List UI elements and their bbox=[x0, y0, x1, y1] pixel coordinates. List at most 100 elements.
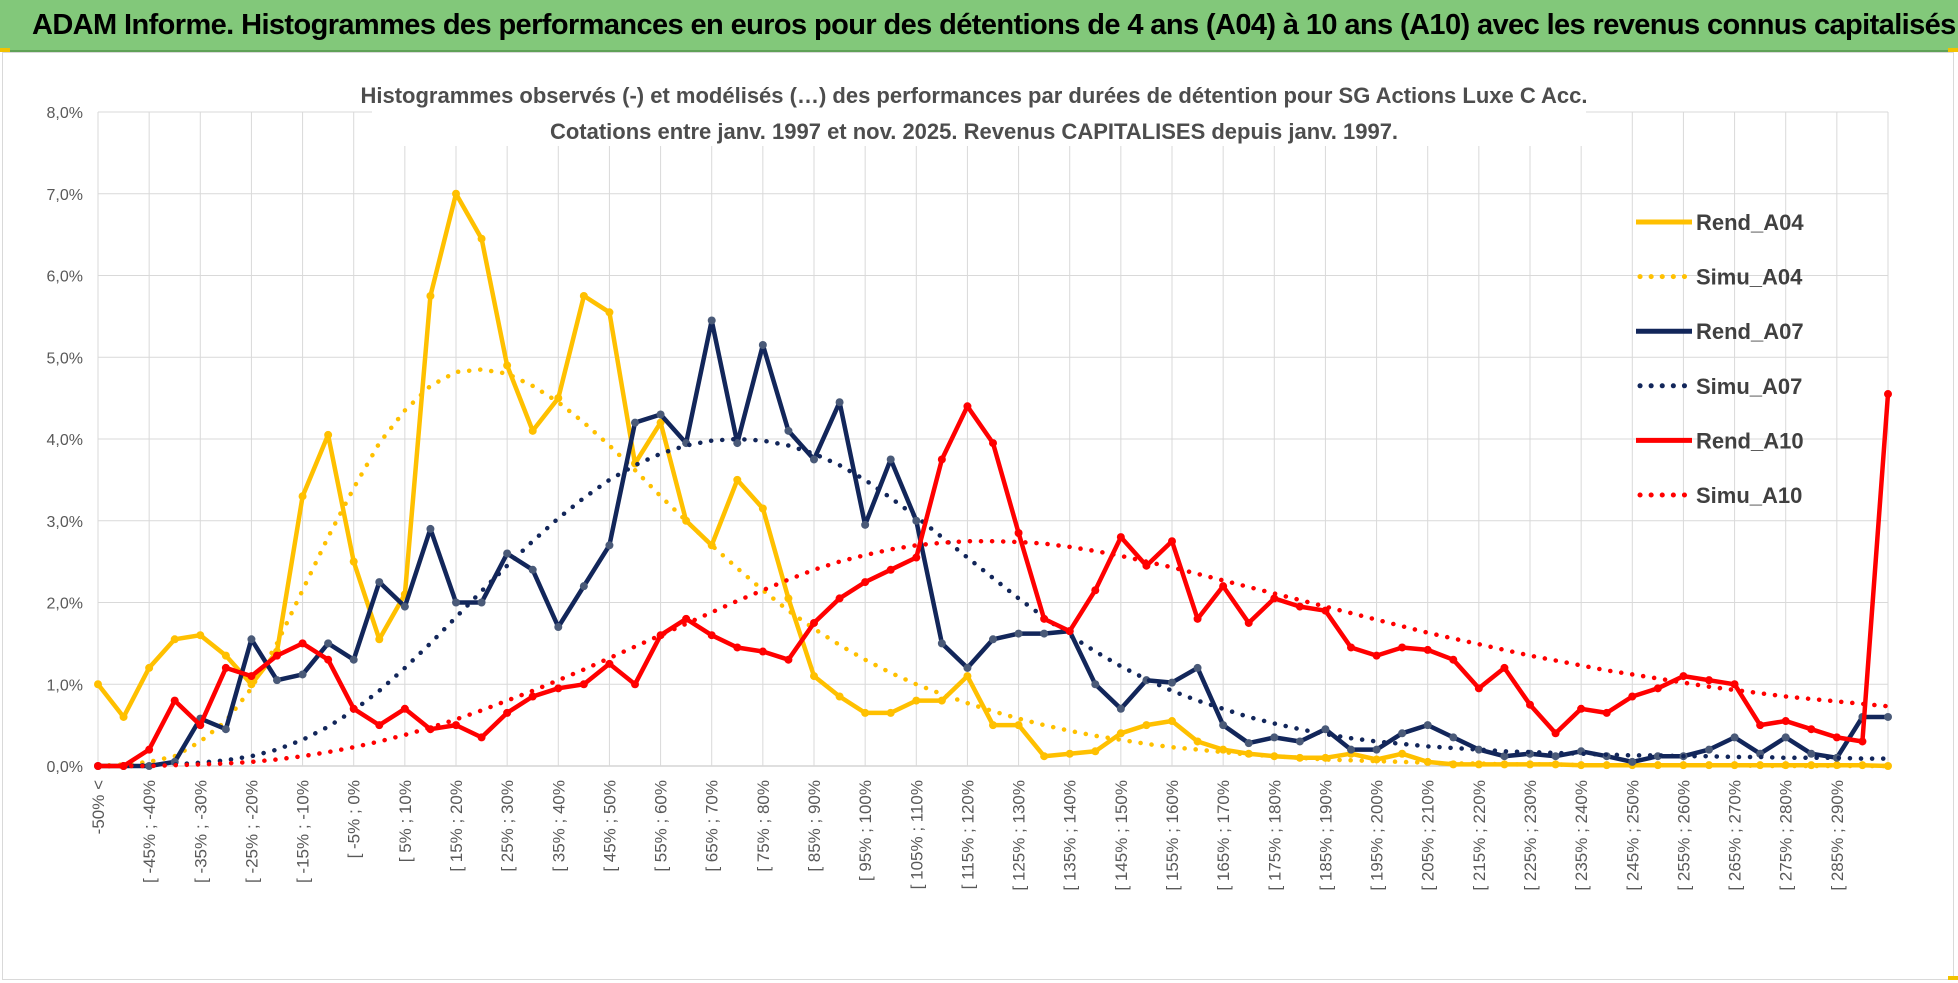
data-point-rend-a04 bbox=[579, 291, 588, 300]
x-tick-label: [ -15% ; -10% bbox=[294, 780, 313, 883]
x-tick-label: [ 165% ; 170% bbox=[1214, 780, 1233, 891]
data-point-rend-a04 bbox=[375, 635, 384, 644]
y-axis: 0,0% 1,0% 2,0% 3,0% 4,0% 5,0% 6,0% 7,0% 8,0% bbox=[47, 105, 83, 776]
data-point-rend-a04 bbox=[1014, 721, 1023, 730]
y-tick-label: 5,0% bbox=[47, 350, 83, 367]
data-point-rend-a04 bbox=[1142, 721, 1151, 730]
data-point-rend-a10 bbox=[1193, 614, 1202, 623]
x-tick-label: [ 95% ; 100% bbox=[856, 780, 875, 881]
x-tick-label: [ 255% ; 260% bbox=[1674, 780, 1693, 891]
data-point-rend-a04 bbox=[503, 361, 512, 370]
data-point-rend-a07 bbox=[784, 426, 793, 435]
data-point-rend-a04 bbox=[1065, 749, 1074, 758]
legend-label-simu-a07: Simu_A07 bbox=[1696, 374, 1802, 399]
data-point-rend-a07 bbox=[375, 578, 384, 587]
data-point-rend-a04 bbox=[810, 672, 818, 681]
x-tick-label: [ 85% ; 90% bbox=[805, 780, 824, 872]
x-tick-label: -50% < bbox=[89, 780, 108, 834]
data-point-rend-a04 bbox=[937, 696, 946, 705]
x-tick-label: [ 185% ; 190% bbox=[1316, 780, 1335, 891]
data-point-rend-a04 bbox=[835, 692, 844, 701]
grid bbox=[97, 111, 1889, 767]
x-tick-label: [ 75% ; 80% bbox=[754, 780, 773, 872]
data-point-rend-a10 bbox=[452, 721, 460, 730]
data-point-rend-a07 bbox=[1091, 680, 1100, 689]
data-point-rend-a04 bbox=[605, 308, 614, 317]
data-point-rend-a10 bbox=[349, 704, 358, 713]
data-point-rend-a07 bbox=[1500, 752, 1509, 761]
data-point-rend-a04 bbox=[1705, 761, 1713, 770]
data-point-rend-a07 bbox=[937, 639, 946, 648]
data-point-rend-a10 bbox=[400, 704, 409, 713]
x-tick-label: [ 35% ; 40% bbox=[549, 780, 568, 872]
legend-label-simu-a04: Simu_A04 bbox=[1696, 265, 1803, 290]
x-tick-label: [ 155% ; 160% bbox=[1163, 780, 1182, 891]
x-tick-label: [ 205% ; 210% bbox=[1419, 780, 1438, 891]
data-point-rend-a07 bbox=[605, 541, 614, 550]
data-point-rend-a10 bbox=[937, 455, 946, 464]
data-point-rend-a04 bbox=[733, 475, 742, 484]
x-tick-label: [ -5% ; 0% bbox=[345, 780, 364, 858]
data-point-rend-a10 bbox=[1091, 586, 1100, 595]
data-point-rend-a07 bbox=[554, 623, 563, 632]
data-point-rend-a04 bbox=[349, 557, 358, 566]
chart-title-bg bbox=[372, 78, 1586, 146]
series-line-simu-a07 bbox=[95, 436, 1891, 769]
data-point-rend-a04 bbox=[1040, 752, 1049, 761]
data-point-rend-a10 bbox=[861, 578, 870, 587]
data-point-rend-a07 bbox=[1116, 704, 1125, 713]
legend-label-rend-a04: Rend_A04 bbox=[1696, 210, 1804, 235]
data-point-rend-a10 bbox=[1398, 643, 1407, 652]
data-point-rend-a07 bbox=[1807, 749, 1816, 758]
data-point-rend-a07 bbox=[503, 549, 512, 558]
data-point-rend-a07 bbox=[1193, 663, 1202, 672]
data-point-rend-a10 bbox=[1756, 721, 1765, 730]
x-tick-label: [ 45% ; 50% bbox=[600, 780, 619, 872]
data-point-rend-a10 bbox=[1347, 643, 1355, 652]
data-point-rend-a07 bbox=[324, 639, 333, 648]
data-point-rend-a10 bbox=[1730, 680, 1739, 689]
data-point-rend-a10 bbox=[1884, 390, 1892, 399]
data-point-rend-a07 bbox=[1347, 745, 1355, 754]
x-tick-label: [ 145% ; 150% bbox=[1112, 780, 1131, 891]
legend-label-rend-a10: Rend_A10 bbox=[1696, 428, 1804, 453]
series-group bbox=[94, 189, 1892, 770]
data-point-rend-a10 bbox=[1116, 533, 1125, 542]
data-point-rend-a10 bbox=[503, 708, 512, 717]
data-point-rend-a10 bbox=[324, 655, 333, 664]
data-point-rend-a10 bbox=[273, 651, 281, 660]
data-point-rend-a10 bbox=[196, 721, 205, 730]
data-point-rend-a04 bbox=[758, 504, 767, 513]
x-tick-label: [ 105% ; 110% bbox=[907, 780, 926, 889]
data-point-rend-a10 bbox=[579, 680, 588, 689]
data-point-rend-a04 bbox=[1551, 760, 1560, 769]
data-point-rend-a10 bbox=[682, 614, 691, 623]
x-tick-label: [ 235% ; 240% bbox=[1572, 780, 1591, 891]
data-point-rend-a07 bbox=[349, 655, 358, 664]
data-point-rend-a04 bbox=[886, 708, 895, 717]
data-point-rend-a04 bbox=[221, 651, 230, 660]
data-point-rend-a07 bbox=[477, 598, 486, 607]
data-point-rend-a04 bbox=[298, 492, 307, 501]
data-point-rend-a07 bbox=[656, 410, 665, 419]
data-point-rend-a04 bbox=[963, 672, 972, 681]
data-point-rend-a04 bbox=[656, 418, 665, 427]
data-point-rend-a10 bbox=[912, 553, 921, 562]
data-point-rend-a07 bbox=[963, 663, 972, 672]
data-point-rend-a07 bbox=[1551, 752, 1560, 761]
legend: Rend_A04 Simu_A04 Rend_A07 Simu_A07 Rend_A10… bbox=[1636, 210, 1804, 508]
data-point-rend-a07 bbox=[810, 455, 818, 464]
data-point-rend-a10 bbox=[1807, 725, 1816, 734]
data-point-rend-a10 bbox=[1679, 672, 1688, 681]
data-point-rend-a07 bbox=[835, 398, 844, 407]
data-point-rend-a07 bbox=[1884, 712, 1892, 721]
data-point-rend-a04 bbox=[1168, 717, 1176, 726]
data-point-rend-a07 bbox=[145, 762, 154, 770]
data-point-rend-a04 bbox=[1730, 761, 1739, 770]
x-tick-label: [ 275% ; 280% bbox=[1777, 780, 1796, 891]
chart-frame bbox=[2, 52, 1954, 980]
data-point-rend-a10 bbox=[631, 680, 639, 689]
data-point-rend-a07 bbox=[426, 524, 435, 533]
y-tick-label: 3,0% bbox=[47, 514, 83, 531]
data-point-rend-a10 bbox=[528, 692, 537, 701]
